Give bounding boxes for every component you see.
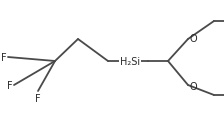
Text: H₂Si: H₂Si — [120, 57, 140, 66]
Text: F: F — [35, 93, 41, 103]
Text: F: F — [1, 53, 7, 62]
Text: O: O — [189, 81, 197, 91]
Text: O: O — [189, 34, 197, 43]
Text: F: F — [7, 80, 13, 90]
